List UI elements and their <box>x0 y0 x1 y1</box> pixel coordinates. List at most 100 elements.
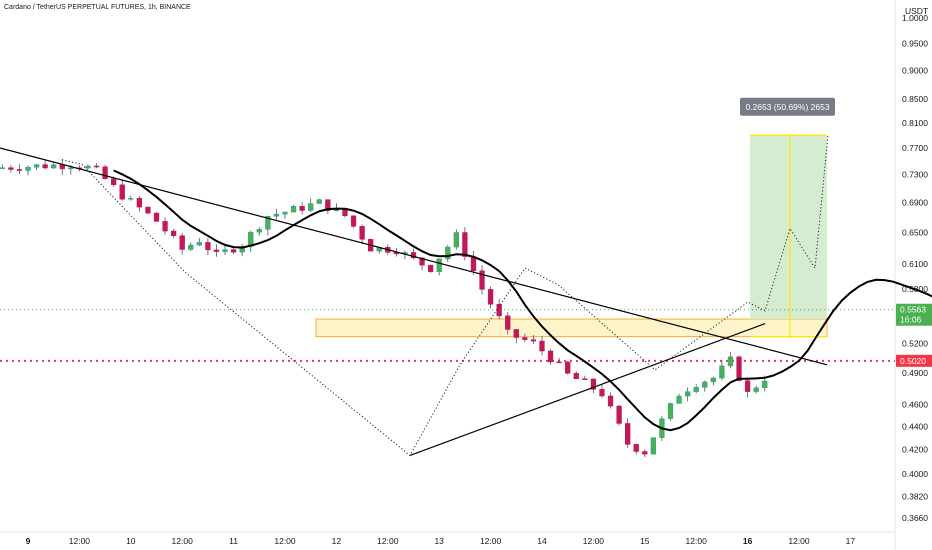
y-tick-label: 0.4900 <box>902 368 928 378</box>
y-tick-label: 0.6100 <box>902 259 928 269</box>
candle-down <box>350 215 357 227</box>
candle-down <box>539 340 545 352</box>
candle-up <box>282 211 288 215</box>
x-tick-label: 11 <box>229 536 238 546</box>
x-tick-label: 12:00 <box>686 536 708 546</box>
candle-down <box>359 226 365 240</box>
last-price-tag <box>896 303 932 326</box>
candle-down <box>179 235 185 250</box>
candle-up <box>710 377 716 383</box>
candle-up <box>273 213 280 217</box>
candle-up <box>265 216 271 230</box>
countdown-value: 16:06 <box>900 315 922 325</box>
x-tick-label: 17 <box>846 536 856 546</box>
y-tick-label: 0.4000 <box>902 469 928 479</box>
candle-up <box>650 437 657 455</box>
candle-down <box>522 337 528 340</box>
candle-up <box>719 365 725 379</box>
y-tick-label: 0.7700 <box>902 143 928 153</box>
candle-down <box>299 206 305 211</box>
candle-up <box>727 356 734 367</box>
candle-down <box>119 184 125 200</box>
candle-down <box>744 380 751 392</box>
candle-down <box>325 199 331 211</box>
target-zone <box>750 135 827 320</box>
candle-up <box>222 249 228 252</box>
candle-down <box>136 198 143 208</box>
candle-down <box>462 232 468 257</box>
x-tick-label: 12:00 <box>377 536 399 546</box>
x-tick-label: 12:00 <box>480 536 502 546</box>
candles <box>0 159 768 458</box>
candle-down <box>505 315 511 330</box>
y-tick-label: 0.4600 <box>902 399 928 409</box>
candle-up <box>51 164 57 169</box>
target-badge <box>740 97 835 116</box>
candle-down <box>547 350 554 363</box>
x-tick-label: 12:00 <box>172 536 194 546</box>
candle-up <box>25 166 31 171</box>
candle-down <box>556 361 562 364</box>
candle-down <box>633 444 639 452</box>
candle-down <box>427 264 434 272</box>
candle-down <box>102 166 108 179</box>
currency-label: USDT <box>905 6 928 16</box>
candle-up <box>128 198 134 200</box>
x-tick-label: 10 <box>126 536 136 546</box>
candle-down <box>513 329 519 338</box>
candle-down <box>230 249 237 253</box>
x-tick-label: 16 <box>743 536 753 546</box>
chart-title: Cardano / TetherUS PERPETUAL FUTURES, 1h… <box>4 4 191 11</box>
candle-up <box>753 387 759 392</box>
candle-up <box>188 244 194 250</box>
candle-down <box>470 256 477 271</box>
candle-down <box>93 165 100 168</box>
candle-up <box>453 232 459 248</box>
candle-down <box>625 423 631 445</box>
candle-down <box>582 378 588 380</box>
y-tick-label: 0.6900 <box>902 198 928 208</box>
candle-down <box>162 221 168 232</box>
y-tick-label: 0.4400 <box>902 421 928 431</box>
candle-down <box>590 378 597 390</box>
candle-down <box>736 356 742 381</box>
y-tick-label: 0.8100 <box>902 118 928 128</box>
candle-down <box>16 169 23 171</box>
candle-down <box>530 339 537 342</box>
last-price-value: 0.5563 <box>900 305 926 315</box>
y-tick-label: 0.9000 <box>902 65 928 75</box>
candle-down <box>599 389 605 397</box>
candle-down <box>487 289 494 305</box>
x-tick-label: 14 <box>537 536 547 546</box>
candle-up <box>68 167 74 170</box>
x-tick-label: 12:00 <box>69 536 91 546</box>
candle-down <box>213 249 220 252</box>
y-tick-label: 0.5200 <box>902 338 928 348</box>
y-tick-label: 0.7300 <box>902 170 928 180</box>
candle-up <box>196 242 202 246</box>
candle-up <box>667 403 674 419</box>
y-tick-label: 0.4200 <box>902 445 928 455</box>
candle-up <box>702 381 708 388</box>
candle-up <box>85 165 91 169</box>
candle-down <box>573 373 579 379</box>
support-price-tag <box>896 354 932 367</box>
candle-up <box>684 391 691 397</box>
candle-down <box>170 230 177 236</box>
candle-down <box>565 361 571 374</box>
x-tick-label: 12:00 <box>274 536 296 546</box>
candle-down <box>145 206 151 214</box>
y-tick-label: 1.0000 <box>902 13 928 23</box>
candle-down <box>205 242 211 251</box>
candle-down <box>496 303 502 317</box>
candle-down <box>642 451 648 455</box>
candle-down <box>111 178 117 186</box>
candle-up <box>436 258 442 272</box>
candle-up <box>33 164 40 168</box>
y-tick-label: 0.9500 <box>902 39 928 49</box>
x-tick-label: 15 <box>640 536 650 546</box>
candle-down <box>607 395 614 407</box>
candle-down <box>419 257 425 266</box>
